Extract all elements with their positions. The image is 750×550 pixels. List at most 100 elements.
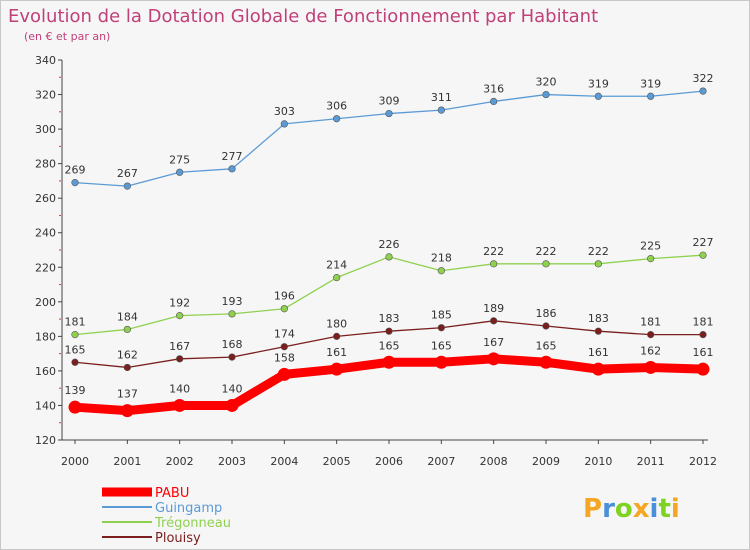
data-point: [120, 404, 134, 418]
data-label: 227: [693, 236, 714, 249]
data-label: 165: [65, 343, 86, 356]
data-point: [333, 274, 341, 282]
data-point: [542, 322, 550, 330]
data-label: 267: [117, 167, 138, 180]
data-label: 161: [693, 346, 714, 359]
data-label: 222: [536, 245, 557, 258]
data-label: 226: [379, 238, 400, 251]
series-trégonneau: 181 184 192 193 196 214 226 218 222 222 222 225 227: [65, 236, 714, 339]
data-label: 158: [274, 351, 295, 364]
data-point: [594, 327, 602, 335]
data-point: [647, 255, 655, 263]
data-label: 214: [326, 259, 347, 272]
data-point: [176, 312, 184, 320]
data-label: 165: [536, 339, 557, 352]
data-label: 181: [640, 316, 661, 329]
data-label: 269: [65, 164, 86, 177]
series-layer: 269 267 275 277 303 306 309 311 316 320 319 319 322 1…: [65, 72, 714, 418]
y-tick-label: 280: [35, 158, 56, 171]
data-label: 277: [222, 150, 243, 163]
data-point: [228, 310, 236, 318]
x-tick-label: 2008: [480, 455, 508, 468]
y-tick-label: 120: [35, 434, 56, 447]
data-point: [176, 168, 184, 176]
chart-title: Evolution de la Dotation Globale de Fonc…: [8, 6, 598, 27]
data-point: [594, 260, 602, 268]
data-point: [333, 332, 341, 340]
data-label: 196: [274, 290, 295, 303]
data-point: [699, 87, 707, 95]
data-point: [644, 360, 658, 374]
data-label: 161: [588, 346, 609, 359]
data-label: 140: [222, 382, 243, 395]
data-point: [123, 363, 131, 372]
y-tick-label: 180: [35, 330, 56, 343]
data-point: [542, 260, 550, 268]
data-point: [385, 327, 393, 335]
y-tick-label: 140: [35, 399, 56, 412]
legend-label-pabu: PABU: [155, 486, 189, 501]
data-label: 181: [693, 316, 714, 329]
y-tick-label: 300: [35, 123, 56, 136]
data-point: [490, 260, 498, 268]
data-label: 183: [588, 312, 609, 325]
x-tick-label: 2007: [427, 455, 455, 468]
series-pabu: 139 137 140 140 158 161 165 165 167 165 161 162 161: [65, 336, 714, 418]
data-point: [647, 331, 655, 339]
data-point: [699, 251, 707, 259]
data-label: 225: [640, 240, 661, 253]
data-label: 218: [431, 252, 452, 265]
data-point: [71, 179, 79, 187]
data-label: 167: [169, 340, 190, 353]
data-point: [71, 358, 79, 366]
y-tick-label: 240: [35, 227, 56, 240]
data-label: 319: [640, 77, 661, 90]
axes: 120 140 160 180 200 220 240 260 280 300 320 340 2000…: [35, 54, 717, 468]
data-point: [385, 253, 393, 261]
data-point: [228, 353, 236, 361]
data-point: [333, 115, 341, 123]
data-point: [173, 398, 187, 412]
data-label: 186: [536, 307, 557, 320]
data-label: 275: [169, 153, 190, 166]
data-point: [330, 362, 344, 376]
data-point: [490, 97, 498, 106]
data-label: 311: [431, 91, 452, 104]
data-point: [176, 355, 184, 363]
series-guingamp: 269 267 275 277 303 306 309 311 316 320 319 319 322: [65, 72, 714, 190]
proxiti-logo: Proxiti: [583, 494, 680, 524]
data-label: 137: [117, 388, 138, 401]
data-point: [434, 355, 448, 369]
y-tick-label: 340: [35, 54, 56, 67]
data-point: [594, 92, 602, 100]
data-label: 222: [588, 245, 609, 258]
data-label: 183: [379, 312, 400, 325]
data-label: 165: [379, 339, 400, 352]
data-label: 167: [483, 336, 504, 349]
data-point: [487, 352, 501, 366]
y-tick-label: 320: [35, 89, 56, 102]
data-point: [71, 331, 79, 339]
data-label: 168: [222, 338, 243, 351]
data-point: [437, 106, 445, 114]
data-label: 185: [431, 309, 452, 322]
data-label: 320: [536, 76, 557, 89]
series-plouisy: 165 162 167 168 174 180 183 185 189 186 183 181 181: [65, 302, 714, 372]
data-point: [277, 367, 291, 381]
data-label: 309: [379, 95, 400, 108]
data-label: 222: [483, 245, 504, 258]
legend-label-trégonneau: Trégonneau: [154, 516, 231, 531]
data-point: [280, 343, 288, 351]
data-label: 192: [169, 297, 190, 310]
data-label: 322: [693, 72, 714, 85]
data-label: 162: [640, 344, 661, 357]
data-label: 184: [117, 310, 138, 323]
y-tick-label: 220: [35, 261, 56, 274]
data-point: [123, 182, 131, 190]
data-point: [699, 331, 707, 339]
data-label: 139: [65, 384, 86, 397]
x-tick-label: 2012: [689, 455, 717, 468]
data-point: [225, 398, 239, 412]
data-label: 193: [222, 295, 243, 308]
